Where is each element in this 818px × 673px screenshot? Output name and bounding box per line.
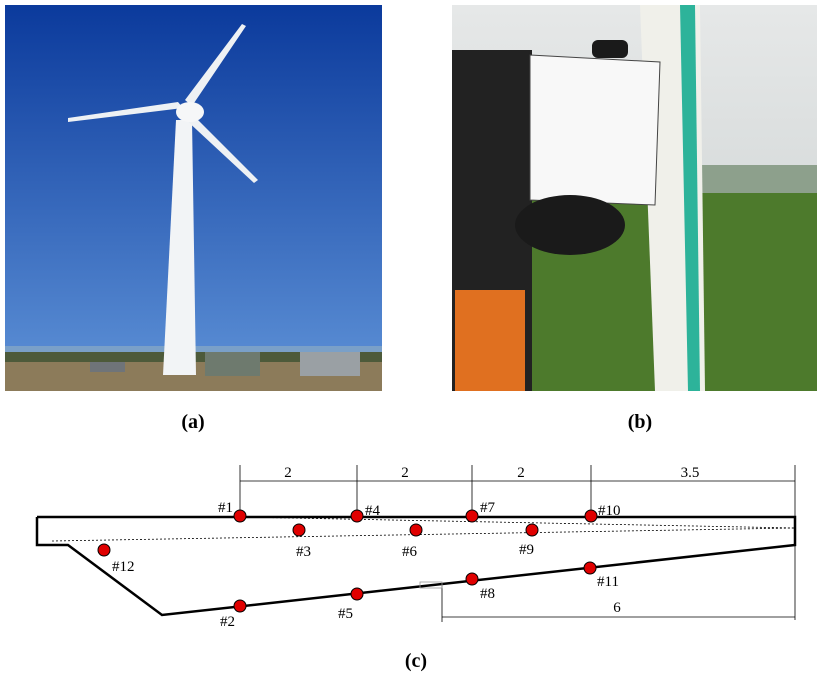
- panel-label: (c): [405, 650, 427, 672]
- photo-blade-inspection: [452, 5, 817, 391]
- photo-turbine: [5, 5, 382, 391]
- sensor-label: #10: [598, 503, 621, 519]
- sensor-label: #9: [519, 542, 534, 558]
- dimension-label: 3.5: [681, 465, 700, 481]
- sensor-label: #7: [480, 500, 496, 516]
- sensor: [98, 544, 110, 556]
- panel-label: (a): [181, 411, 204, 433]
- sensor-label: #1: [218, 500, 233, 516]
- sensor-label: #6: [402, 544, 418, 560]
- figure: (a) (b) (c) 2 2 2 3.5 6 #1 #2 #3 #4 #5 #6 #7 #8 #9 #10 #11…: [0, 0, 818, 673]
- sensor-label: #2: [220, 614, 235, 630]
- sensor-label: #5: [338, 606, 353, 622]
- sensor: [585, 510, 597, 522]
- sensor: [584, 562, 596, 574]
- sensor-label: #8: [480, 586, 495, 602]
- sensor-label: #12: [112, 559, 135, 575]
- dimension-label: 2: [517, 465, 525, 481]
- sensor: [234, 510, 246, 522]
- sensor: [526, 524, 538, 536]
- sensor: [466, 573, 478, 585]
- annotations: (a) (b) (c) 2 2 2 3.5 6 #1 #2 #3 #4 #5 #6 #7 #8 #9 #10 #11…: [98, 411, 699, 672]
- sensor: [351, 510, 363, 522]
- sensor: [351, 588, 363, 600]
- dimension-label: 2: [401, 465, 409, 481]
- sensor-label: #4: [365, 503, 381, 519]
- sensor: [234, 600, 246, 612]
- sensor: [410, 524, 422, 536]
- panel-label: (b): [628, 411, 652, 433]
- sensor: [293, 524, 305, 536]
- sensor-label: #11: [597, 574, 619, 590]
- dimension-label: 6: [613, 600, 621, 616]
- sensor-label: #3: [296, 544, 311, 560]
- sensor: [466, 510, 478, 522]
- dimension-label: 2: [284, 465, 292, 481]
